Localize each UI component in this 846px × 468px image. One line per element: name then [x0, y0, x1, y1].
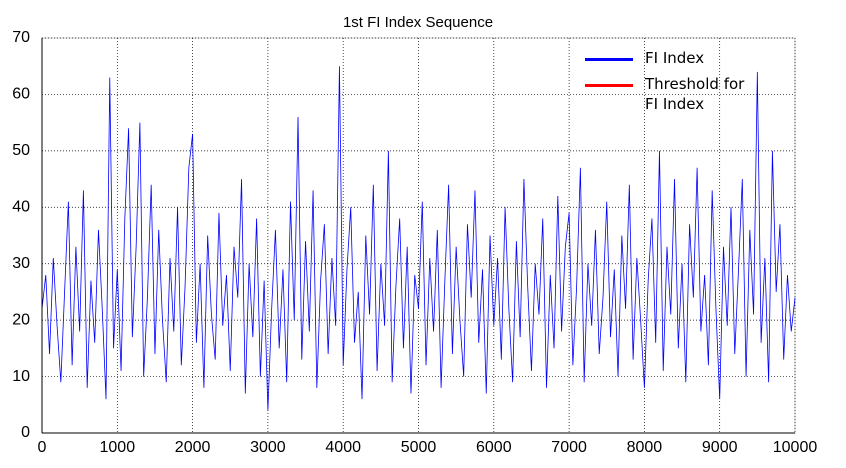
- x-tick-label: 7000: [551, 439, 587, 456]
- x-tick-label: 0: [38, 439, 47, 456]
- x-tick-label: 9000: [702, 439, 738, 456]
- y-tick-label: 0: [21, 424, 30, 441]
- y-tick-label: 60: [12, 86, 30, 103]
- y-tick-label: 30: [12, 255, 30, 272]
- y-tick-label: 10: [12, 368, 30, 385]
- y-tick-label: 20: [12, 311, 30, 328]
- x-tick-label: 3000: [250, 439, 286, 456]
- chart-title: 1st FI Index Sequence: [343, 14, 493, 31]
- y-tick-label: 40: [12, 199, 30, 216]
- legend: FI Index Threshold for FI Index: [585, 48, 785, 120]
- x-tick-label: 2000: [175, 439, 211, 456]
- x-tick-label: 8000: [627, 439, 663, 456]
- legend-item: FI Index: [585, 48, 785, 68]
- x-tick-label: 4000: [325, 439, 361, 456]
- data-line: [41, 66, 796, 411]
- legend-swatch: [585, 58, 633, 61]
- x-tick-label: 6000: [476, 439, 512, 456]
- legend-item: Threshold for FI Index: [585, 74, 785, 114]
- y-tick-label: 70: [12, 29, 30, 46]
- x-tick-label: 5000: [401, 439, 437, 456]
- legend-swatch: [585, 84, 633, 87]
- x-tick-label: 1000: [100, 439, 136, 456]
- y-tick-label: 50: [12, 142, 30, 159]
- legend-label: FI Index: [645, 49, 705, 67]
- x-tick-label: 10000: [773, 439, 818, 456]
- legend-label: Threshold for FI Index: [645, 75, 745, 113]
